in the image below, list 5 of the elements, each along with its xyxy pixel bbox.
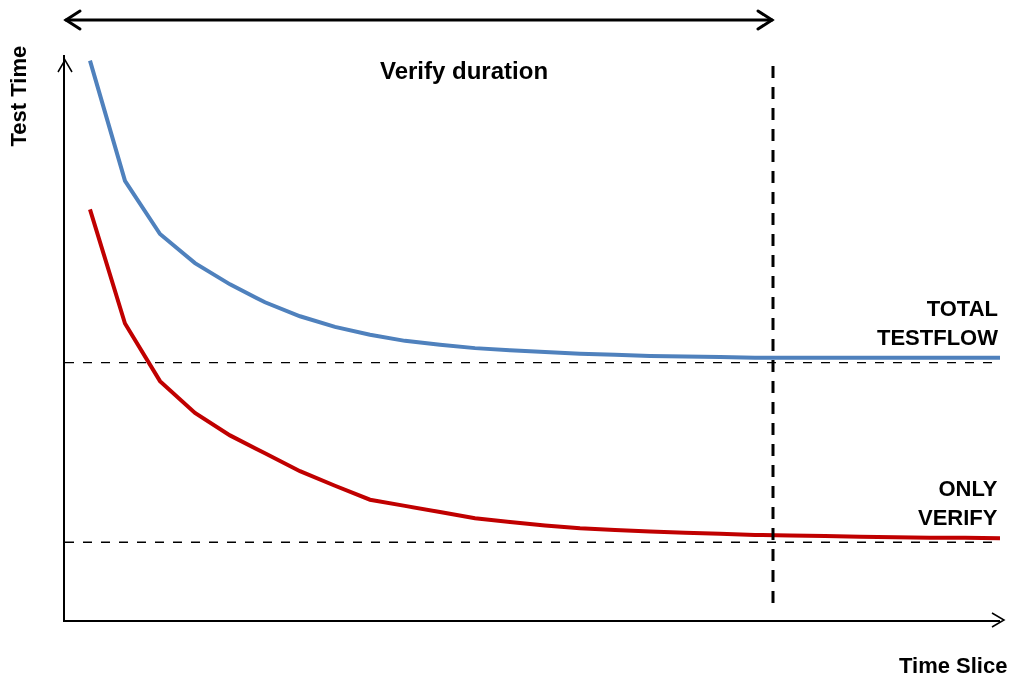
series-label: ONLY VERIFY [918, 476, 998, 530]
annotation: Verify duration [380, 57, 549, 84]
series-label: TOTAL TESTFLOW [877, 296, 999, 350]
x-axis-title: Time Slice [899, 653, 1008, 673]
y-axis-title: Test Time [6, 45, 32, 147]
